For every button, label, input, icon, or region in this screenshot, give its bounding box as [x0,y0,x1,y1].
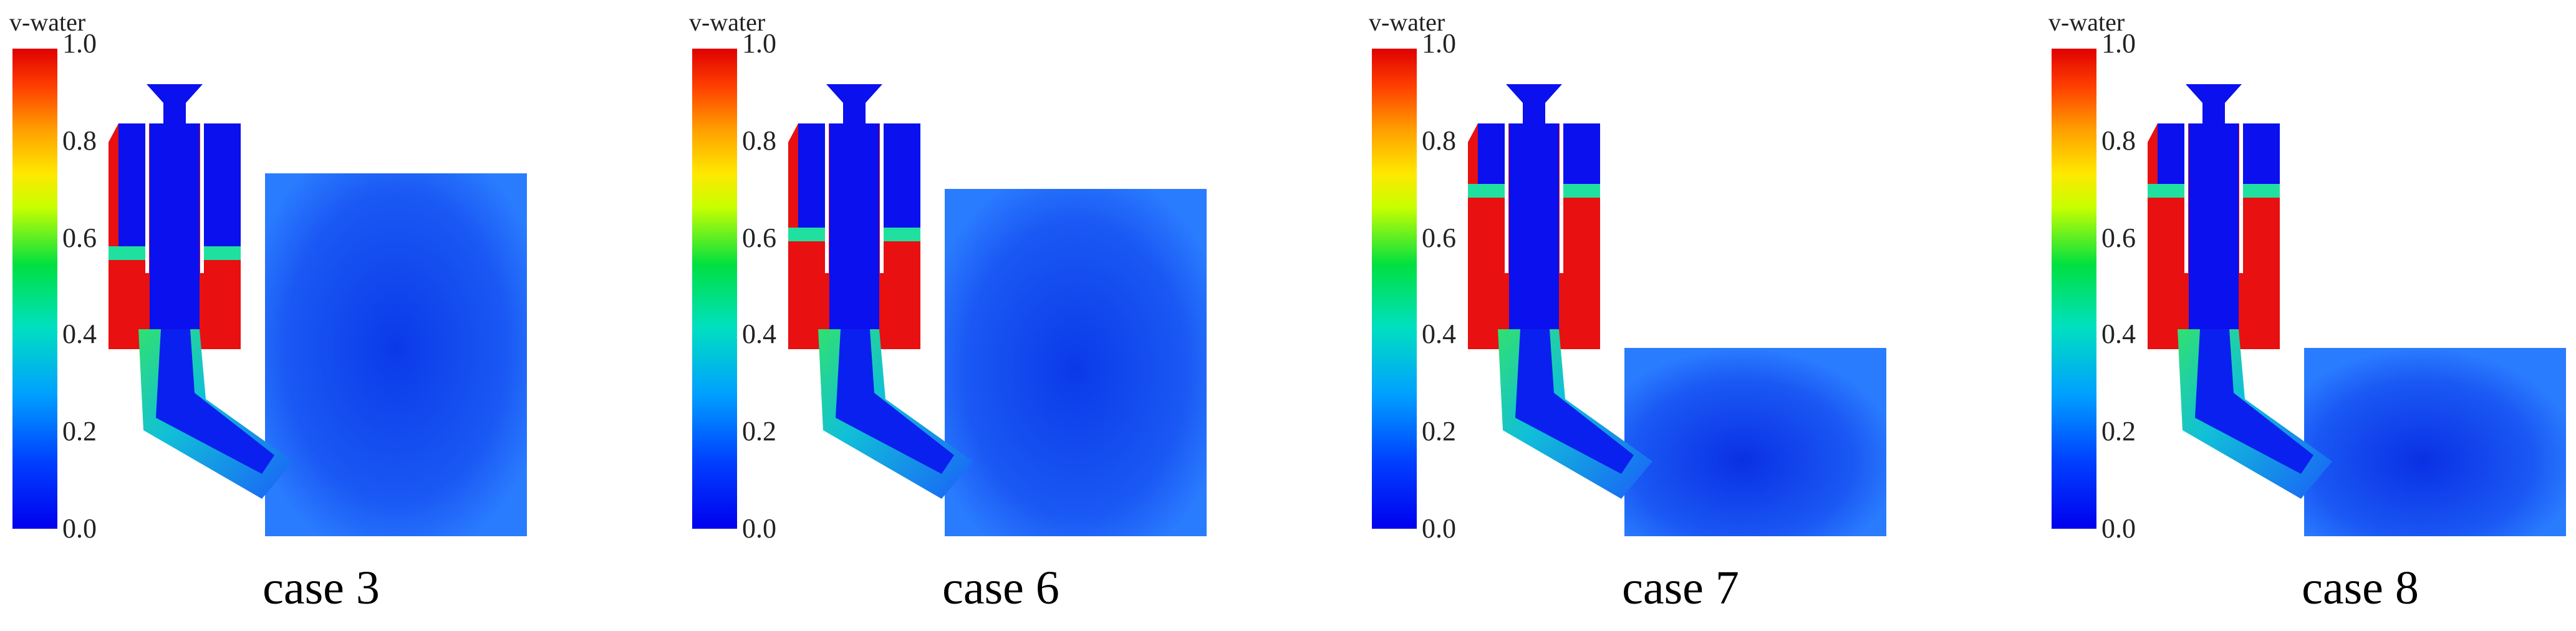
colorbar-tick: 0.4 [2101,319,2136,349]
outlet-core [836,329,954,474]
simulation-field [109,84,527,536]
air-region-right [882,123,920,231]
colorbar-tick: 0.2 [742,416,776,446]
air-region-left [798,123,826,231]
panel-case-6: v-water 1.0 0.8 0.6 0.4 0.2 0.0 case 6 [680,0,1322,631]
panel-case-3: v-water 1.0 0.8 0.6 0.4 0.2 0.0 case 3 [0,0,642,631]
interface-band-right [2242,184,2280,198]
interface-band-right [203,246,241,260]
colorbar [1372,49,1417,529]
colorbar-tick: 0.8 [742,125,776,156]
funnel [147,84,203,123]
colorbar-tick: 0.4 [1422,319,1456,349]
interface-band-right [882,228,920,241]
colorbar-tick: 1.0 [742,28,776,59]
colorbar [12,49,57,529]
colorbar-tick: 0.4 [742,319,776,349]
air-region-left [118,123,147,249]
panel-case-7: v-water 1.0 0.8 0.6 0.4 0.2 0.0 case 7 [1359,0,2002,631]
colorbar-tick: 0.0 [62,513,97,544]
inner-wall-right [200,123,204,273]
colorbar [2052,49,2096,529]
colorbar-tick: 0.0 [1422,513,1456,544]
colorbar-tick: 0.0 [2101,513,2136,544]
interface-band-left [109,246,147,260]
colorbar-tick: 0.4 [62,319,97,349]
colorbar-tick: 0.8 [62,125,97,156]
interface-band-left [1468,184,1506,198]
colorbar-title: v-water [2048,8,2125,36]
colorbar-tick: 1.0 [2101,28,2136,59]
funnel [2186,84,2242,123]
simulation-field [2148,84,2566,536]
center-channel [150,123,200,329]
simulation-field [1468,84,1886,536]
colorbar-tick: 0.6 [2101,223,2136,253]
funnel [826,84,882,123]
center-channel [829,123,879,329]
case-label: case 3 [263,562,380,614]
colorbar-title: v-water [689,8,766,36]
case-label: case 7 [1622,562,1739,614]
inner-wall-left [825,123,829,273]
colorbar-tick: 0.8 [1422,125,1456,156]
air-region-left [1478,123,1506,187]
air-region-right [203,123,241,249]
colorbar-tick: 1.0 [1422,28,1456,59]
air-region-right [2242,123,2280,187]
colorbar-title: v-water [1369,8,1445,36]
interface-band-left [788,228,826,241]
colorbar-tick: 0.6 [742,223,776,253]
colorbar-tick: 0.2 [62,416,97,446]
colorbar-tick: 0.6 [1422,223,1456,253]
interface-band-left [2148,184,2186,198]
inner-wall-left [145,123,149,273]
tank [1624,348,1886,536]
center-channel [2189,123,2239,329]
outlet-core [1515,329,1634,474]
panel-case-8: v-water 1.0 0.8 0.6 0.4 0.2 0.0 case 8 [2039,0,2576,631]
case-label: case 8 [2302,562,2419,614]
colorbar-tick: 0.0 [742,513,776,544]
funnel [1506,84,1562,123]
simulation-field [788,84,1207,536]
air-region-left [2158,123,2186,187]
interface-band-right [1562,184,1600,198]
colorbar-tick: 1.0 [62,28,97,59]
air-region-right [1562,123,1600,187]
colorbar-tick: 0.8 [2101,125,2136,156]
colorbar-tick: 0.2 [1422,416,1456,446]
inner-wall-right [2239,123,2243,273]
tank [265,173,527,536]
center-channel [1509,123,1559,329]
colorbar-title: v-water [9,8,86,36]
outlet-core [2195,329,2313,474]
tank [945,189,1207,536]
case-label: case 6 [942,562,1059,614]
inner-wall-left [2184,123,2188,273]
tank [2304,348,2566,536]
inner-wall-right [880,123,884,273]
inner-wall-right [1560,123,1563,273]
colorbar [692,49,737,529]
inner-wall-left [1505,123,1508,273]
outlet-core [156,329,274,474]
colorbar-tick: 0.6 [62,223,97,253]
colorbar-tick: 0.2 [2101,416,2136,446]
